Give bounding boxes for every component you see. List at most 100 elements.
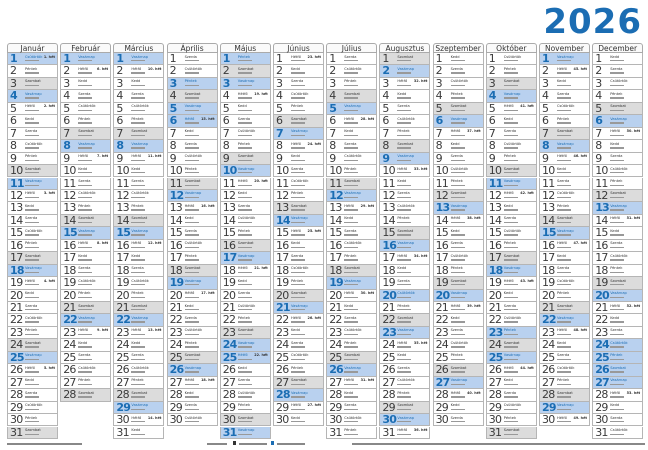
day-cell[interactable]: 9 Csütörtök xyxy=(326,152,378,166)
day-cell[interactable]: 24 Csütörtök xyxy=(592,339,644,352)
day-cell[interactable]: 1 Kedd xyxy=(432,53,484,66)
day-cell[interactable]: 14 Szombat xyxy=(60,214,112,228)
day-cell[interactable]: 11 Péntek xyxy=(432,177,484,190)
day-cell[interactable]: 5 Csütörtök xyxy=(539,102,590,116)
day-cell[interactable]: 25 Vasárnap xyxy=(7,351,58,365)
day-cell[interactable]: 20 Péntek xyxy=(60,289,112,302)
day-cell[interactable]: 16 Kedd xyxy=(273,239,324,253)
day-cell[interactable]: 22 Szombat xyxy=(379,314,431,327)
day-cell[interactable]: 8 Vasárnap xyxy=(60,140,112,153)
day-cell[interactable]: 26 Hétfő 44. hét xyxy=(485,364,537,377)
day-cell[interactable]: 9 Péntek xyxy=(7,152,58,166)
day-cell[interactable]: 8 Szerda xyxy=(326,140,378,153)
day-cell[interactable]: 27 Csütörtök xyxy=(379,376,431,390)
day-cell[interactable]: 18 Péntek xyxy=(592,264,644,278)
day-cell[interactable]: 18 Vasárnap xyxy=(7,264,58,278)
day-cell[interactable]: 23 Kedd xyxy=(273,326,324,340)
day-cell[interactable]: 18 Csütörtök xyxy=(273,264,324,278)
day-cell[interactable]: 12 Szerda xyxy=(379,189,431,203)
day-cell[interactable]: 23 Csütörtök xyxy=(166,326,218,340)
day-cell[interactable]: 19 Vasárnap xyxy=(326,277,378,290)
day-cell[interactable]: 6 Vasárnap xyxy=(592,115,644,128)
day-cell[interactable]: 1 Csütörtök xyxy=(485,53,537,66)
day-cell[interactable]: 25 Péntek xyxy=(432,351,484,365)
day-cell[interactable]: 26 Hétfő 5. hét xyxy=(7,364,58,377)
day-cell[interactable]: 4 Csütörtök xyxy=(273,90,324,103)
day-cell[interactable]: 5 Csütörtök xyxy=(113,102,165,116)
day-cell[interactable]: 16 Szerda xyxy=(592,239,644,253)
day-cell[interactable]: 3 Hétfő 32. hét xyxy=(379,77,431,91)
day-cell[interactable]: 4 Péntek xyxy=(592,90,644,103)
day-cell[interactable]: 5 Kedd xyxy=(219,102,271,116)
day-cell[interactable]: 9 Szerda xyxy=(432,152,484,166)
day-cell[interactable]: 15 Péntek xyxy=(219,227,271,240)
day-cell[interactable]: 24 Vasárnap xyxy=(219,339,271,352)
day-cell[interactable]: 24 Szombat xyxy=(7,339,58,352)
day-cell[interactable]: 6 Vasárnap xyxy=(432,115,484,128)
day-cell[interactable]: 2 Csütörtök xyxy=(326,65,378,78)
day-cell[interactable]: 15 Szerda xyxy=(166,227,218,240)
day-cell[interactable]: 30 Szerda xyxy=(592,414,644,427)
day-cell[interactable]: 29 Péntek xyxy=(219,401,271,415)
day-cell[interactable]: 26 Vasárnap xyxy=(166,364,218,377)
day-cell[interactable]: 6 Kedd xyxy=(7,115,58,128)
day-cell[interactable]: 18 Szerda xyxy=(60,264,112,278)
day-cell[interactable]: 4 Szombat xyxy=(166,90,218,103)
day-cell[interactable]: 20 Kedd xyxy=(7,289,58,302)
day-cell[interactable]: 3 Péntek xyxy=(166,77,218,91)
day-cell[interactable]: 8 Szombat xyxy=(379,140,431,153)
day-cell[interactable]: 18 Péntek xyxy=(432,264,484,278)
day-cell[interactable]: 27 Hétfő 31. hét xyxy=(326,376,378,390)
day-cell[interactable]: 3 Péntek xyxy=(326,77,378,91)
day-cell[interactable]: 14 Vasárnap xyxy=(273,214,324,228)
day-cell[interactable]: 25 Szerda xyxy=(113,351,165,365)
day-cell[interactable]: 31 Csütörtök xyxy=(592,426,644,439)
day-cell[interactable]: 10 Hétfő 33. hét xyxy=(379,165,431,178)
day-cell[interactable]: 23 Péntek xyxy=(7,326,58,340)
day-cell[interactable]: 1 Péntek xyxy=(219,53,271,66)
day-cell[interactable]: 30 Csütörtök xyxy=(326,414,378,427)
day-cell[interactable]: 30 Hétfő 14. hét xyxy=(113,414,165,427)
day-cell[interactable]: 17 Szombat xyxy=(7,252,58,265)
day-cell[interactable]: 3 Szombat xyxy=(485,77,537,91)
day-cell[interactable]: 30 Hétfő 49. hét xyxy=(539,414,590,427)
day-cell[interactable]: 11 Kedd xyxy=(379,177,431,190)
day-cell[interactable]: 27 Péntek xyxy=(539,376,590,390)
day-cell[interactable]: 14 Hétfő 51. hét xyxy=(592,214,644,228)
day-cell[interactable]: 21 Szerda xyxy=(7,302,58,315)
day-cell[interactable]: 11 Szerda xyxy=(539,177,590,190)
day-cell[interactable]: 13 Kedd xyxy=(7,202,58,215)
day-cell[interactable]: 17 Csütörtök xyxy=(592,252,644,265)
day-cell[interactable]: 1 Hétfő 23. hét xyxy=(273,53,324,66)
day-cell[interactable]: 17 Péntek xyxy=(326,252,378,265)
day-cell[interactable]: 19 Hétfő 4. hét xyxy=(7,277,58,290)
day-cell[interactable]: 12 Vasárnap xyxy=(166,189,218,203)
day-cell[interactable]: 20 Hétfő 30. hét xyxy=(326,289,378,302)
day-cell[interactable]: 10 Szombat xyxy=(7,165,58,178)
day-cell[interactable]: 24 Szerda xyxy=(273,339,324,352)
day-cell[interactable]: 2 Csütörtök xyxy=(166,65,218,78)
day-cell[interactable]: 25 Szombat xyxy=(166,351,218,365)
day-cell[interactable]: 23 Péntek xyxy=(485,326,537,340)
day-cell[interactable]: 10 Kedd xyxy=(113,165,165,178)
day-cell[interactable]: 21 Szombat xyxy=(539,302,590,315)
day-cell[interactable]: 2 Hétfő 6. hét xyxy=(60,65,112,78)
day-cell[interactable]: 31 Szombat xyxy=(7,426,58,439)
day-cell[interactable]: 26 Vasárnap xyxy=(326,364,378,377)
day-cell[interactable]: 10 Csütörtök xyxy=(432,165,484,178)
day-cell[interactable]: 20 Szerda xyxy=(219,289,271,302)
day-cell[interactable]: 26 Csütörtök xyxy=(113,364,165,377)
day-cell[interactable]: 27 Vasárnap xyxy=(592,376,644,390)
day-cell[interactable]: 14 Szombat xyxy=(539,214,590,228)
day-cell[interactable]: 4 Szombat xyxy=(326,90,378,103)
day-cell[interactable]: 16 Péntek xyxy=(485,239,537,253)
day-cell[interactable]: 12 Csütörtök xyxy=(539,189,590,203)
day-cell[interactable]: 19 Szombat xyxy=(432,277,484,290)
day-cell[interactable]: 29 Vasárnap xyxy=(539,401,590,415)
day-cell[interactable]: 18 Kedd xyxy=(379,264,431,278)
day-cell[interactable]: 23 Hétfő 9. hét xyxy=(60,326,112,340)
day-cell[interactable]: 19 Csütörtök xyxy=(113,277,165,290)
day-cell[interactable]: 24 Kedd xyxy=(539,339,590,352)
day-cell[interactable]: 14 Kedd xyxy=(326,214,378,228)
day-cell[interactable]: 7 Szerda xyxy=(485,127,537,141)
